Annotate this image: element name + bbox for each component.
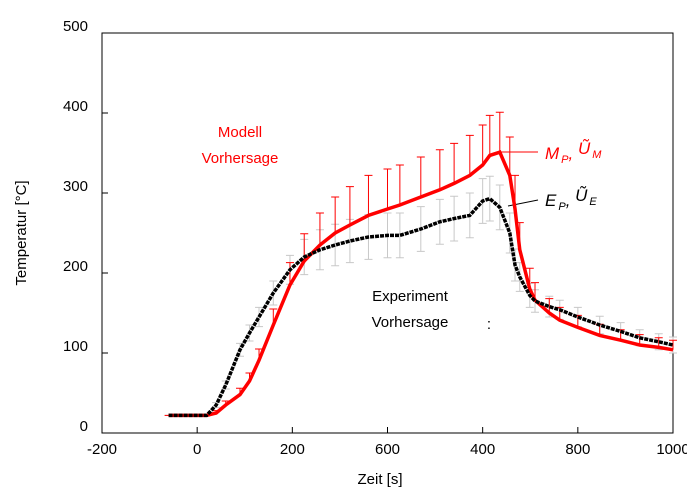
data-line (168, 196, 674, 418)
legend-label-part: P (561, 154, 569, 166)
error-bar (545, 298, 554, 313)
error-bar (478, 124, 487, 165)
error-bar (465, 134, 474, 176)
y-tick-label: 300 (63, 178, 88, 195)
error-bar (315, 212, 324, 245)
error-bar (395, 164, 404, 205)
annotation: : (487, 316, 491, 333)
error-bar (495, 111, 504, 153)
y-tick-label: 0 (80, 418, 88, 435)
y-tick-label: 400 (63, 98, 88, 115)
x-axis-label: Zeit [s] (357, 471, 402, 488)
error-bar (395, 212, 404, 259)
y-tick-label: 200 (63, 258, 88, 275)
error-bar (505, 136, 514, 176)
legend-label-part: Ũ (578, 139, 591, 158)
legend-label-part: P (558, 201, 566, 213)
annotation: Modell (218, 124, 262, 141)
error-bar (485, 114, 494, 156)
x-tick-label: 400 (470, 441, 495, 458)
y-axis-label: Temperatur [°C] (13, 180, 30, 285)
y-tick-label: 100 (63, 338, 88, 355)
legend-label-part: , (569, 144, 578, 163)
legend-label-part: , (566, 191, 575, 210)
x-tick-label: 600 (375, 441, 400, 458)
legend-label-part: M (545, 144, 560, 163)
error-bar (485, 175, 494, 222)
error-bar (435, 149, 444, 190)
error-bar (331, 196, 340, 233)
legend-label-part: E (545, 191, 557, 210)
error-bar (364, 174, 373, 216)
error-bar (416, 156, 425, 197)
error-bar (285, 262, 294, 285)
error-bar (345, 186, 354, 225)
annotation: Vorhersage (202, 150, 279, 167)
x-tick-label: 200 (280, 441, 305, 458)
x-tick-label: 1000 (656, 441, 687, 458)
x-tick-label: 800 (565, 441, 590, 458)
legend-label-part: E (589, 196, 597, 208)
annotation: Experiment (372, 288, 449, 305)
data-line (168, 150, 674, 418)
x-tick-label: 0 (193, 441, 201, 458)
error-bar (450, 142, 459, 184)
error-bar (383, 168, 392, 209)
legend-label-part: Ũ (575, 186, 588, 205)
annotation: Vorhersage (372, 314, 449, 331)
legend-label-part: M (592, 149, 602, 161)
x-tick-label: -200 (87, 441, 117, 458)
y-tick-label: 500 (63, 18, 88, 35)
